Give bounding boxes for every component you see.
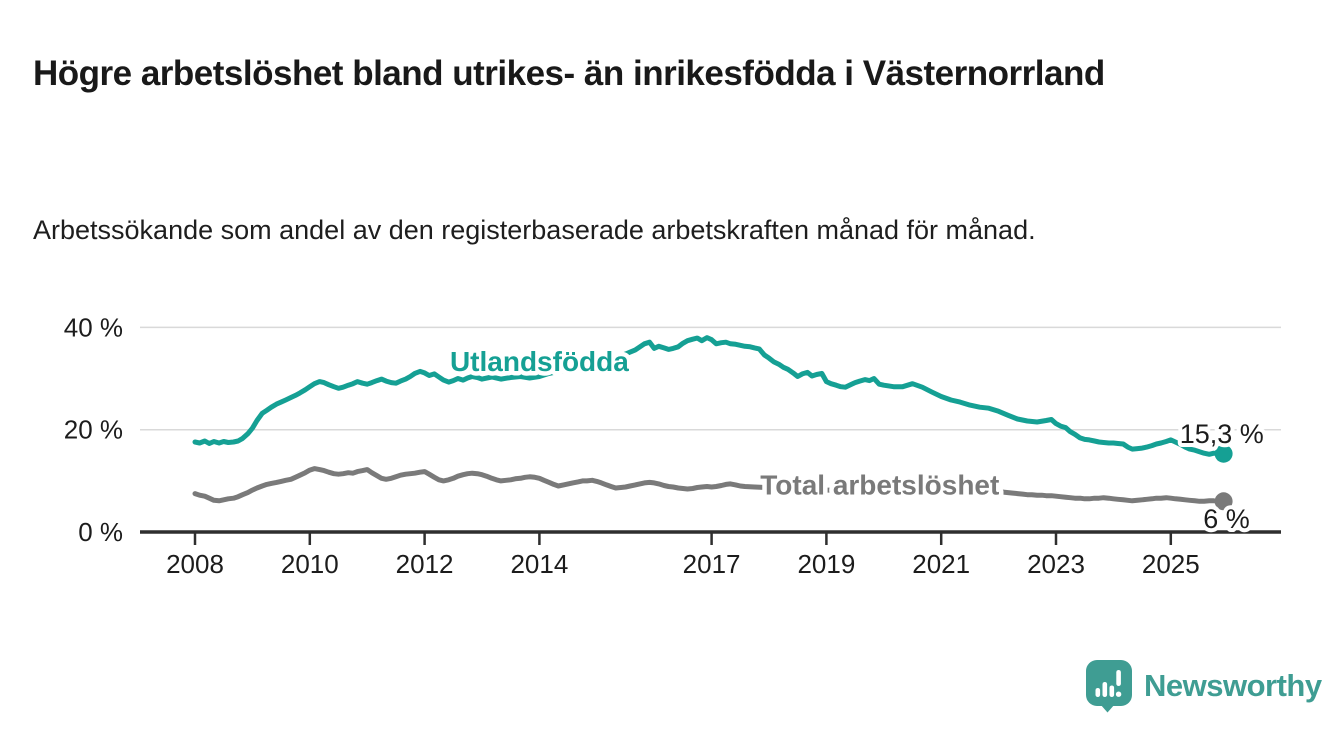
x-tick-label-2025: 2025 bbox=[1142, 549, 1200, 579]
end-dot-Utlandsfödda bbox=[1214, 444, 1233, 463]
end-value-label-6 %: 6 % bbox=[1203, 504, 1250, 534]
y-tick-label-0: 0 % bbox=[78, 517, 123, 547]
x-tick-label-2008: 2008 bbox=[166, 549, 224, 579]
logo-bar-tall bbox=[1102, 682, 1108, 697]
logo-exclamation-bar bbox=[1116, 670, 1121, 686]
end-dot-Total arbetslöshet bbox=[1214, 492, 1233, 511]
series-label-Total arbetslöshet: Total arbetslöshet bbox=[760, 469, 999, 500]
newsworthy-logo-icon bbox=[1086, 660, 1132, 713]
x-tick-label-2017: 2017 bbox=[683, 549, 741, 579]
x-tick-label-2014: 2014 bbox=[510, 549, 568, 579]
end-value-label-15,3 %: 15,3 % bbox=[1180, 419, 1264, 449]
series-line-Total arbetslöshet bbox=[192, 466, 1227, 504]
series-label-Utlandsfödda: Utlandsfödda bbox=[450, 346, 629, 377]
logo-exclamation-dot bbox=[1115, 691, 1122, 697]
x-tick-label-2010: 2010 bbox=[281, 549, 339, 579]
series-line-Utlandsfödda bbox=[192, 335, 1227, 457]
chart-subtitle: Arbetssökande som andel av den registerb… bbox=[33, 215, 1036, 245]
page-title: Högre arbetslöshet bland utrikes- än inr… bbox=[33, 54, 1105, 94]
logo-bar-medium bbox=[1109, 685, 1115, 697]
brand-wordmark: Newsworthy bbox=[1144, 668, 1322, 703]
y-tick-label-40: 40 % bbox=[64, 312, 123, 342]
x-tick-label-2019: 2019 bbox=[797, 549, 855, 579]
x-tick-label-2012: 2012 bbox=[396, 549, 454, 579]
x-tick-label-2023: 2023 bbox=[1027, 549, 1085, 579]
y-tick-label-20: 20 % bbox=[64, 415, 123, 445]
branding: Newsworthy bbox=[1085, 659, 1322, 713]
logo-bar-short bbox=[1095, 688, 1101, 697]
x-tick-label-2021: 2021 bbox=[912, 549, 970, 579]
